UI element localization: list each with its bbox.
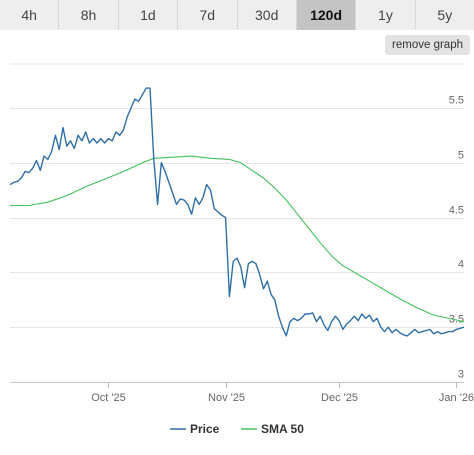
x-axis: Oct '25 Nov '25 Dec '25 Jan '26: [10, 382, 474, 404]
grid-lines: [10, 63, 464, 383]
y-tick-label: 4.5: [449, 205, 464, 217]
price-line: [9, 87, 465, 337]
x-tick-label: Oct '25: [91, 392, 126, 404]
series-lines: [9, 87, 465, 337]
timeframe-tabs: 4h 8h 1d 7d 30d 120d 1y 5y: [0, 0, 474, 30]
remove-graph-button[interactable]: remove graph: [385, 35, 470, 55]
legend: Price SMA 50: [170, 422, 304, 436]
y-tick-label: 5.5: [449, 95, 464, 107]
tab-7d[interactable]: 7d: [178, 0, 238, 30]
legend-label: Price: [190, 422, 220, 436]
x-tick-label: Nov '25: [208, 392, 245, 404]
y-tick-label: 4: [458, 259, 464, 271]
tab-8h[interactable]: 8h: [59, 0, 119, 30]
tab-1y[interactable]: 1y: [356, 0, 416, 30]
x-tick-label: Dec '25: [321, 392, 358, 404]
legend-item-price[interactable]: Price: [170, 422, 220, 436]
x-tick-label: Jan '26: [439, 392, 474, 404]
tab-1d[interactable]: 1d: [118, 0, 179, 30]
y-tick-label: 5: [458, 150, 464, 162]
sma-50-line: [10, 155, 465, 323]
tab-30d[interactable]: 30d: [237, 0, 297, 30]
y-tick-label: 3: [458, 369, 464, 381]
legend-label: SMA 50: [261, 422, 304, 436]
tab-5y[interactable]: 5y: [415, 0, 474, 30]
y-axis-labels: 5.554.543.53: [449, 95, 464, 381]
legend-item-sma-50[interactable]: SMA 50: [241, 422, 304, 436]
tab-120d[interactable]: 120d: [296, 0, 357, 30]
tab-4h[interactable]: 4h: [0, 0, 60, 30]
